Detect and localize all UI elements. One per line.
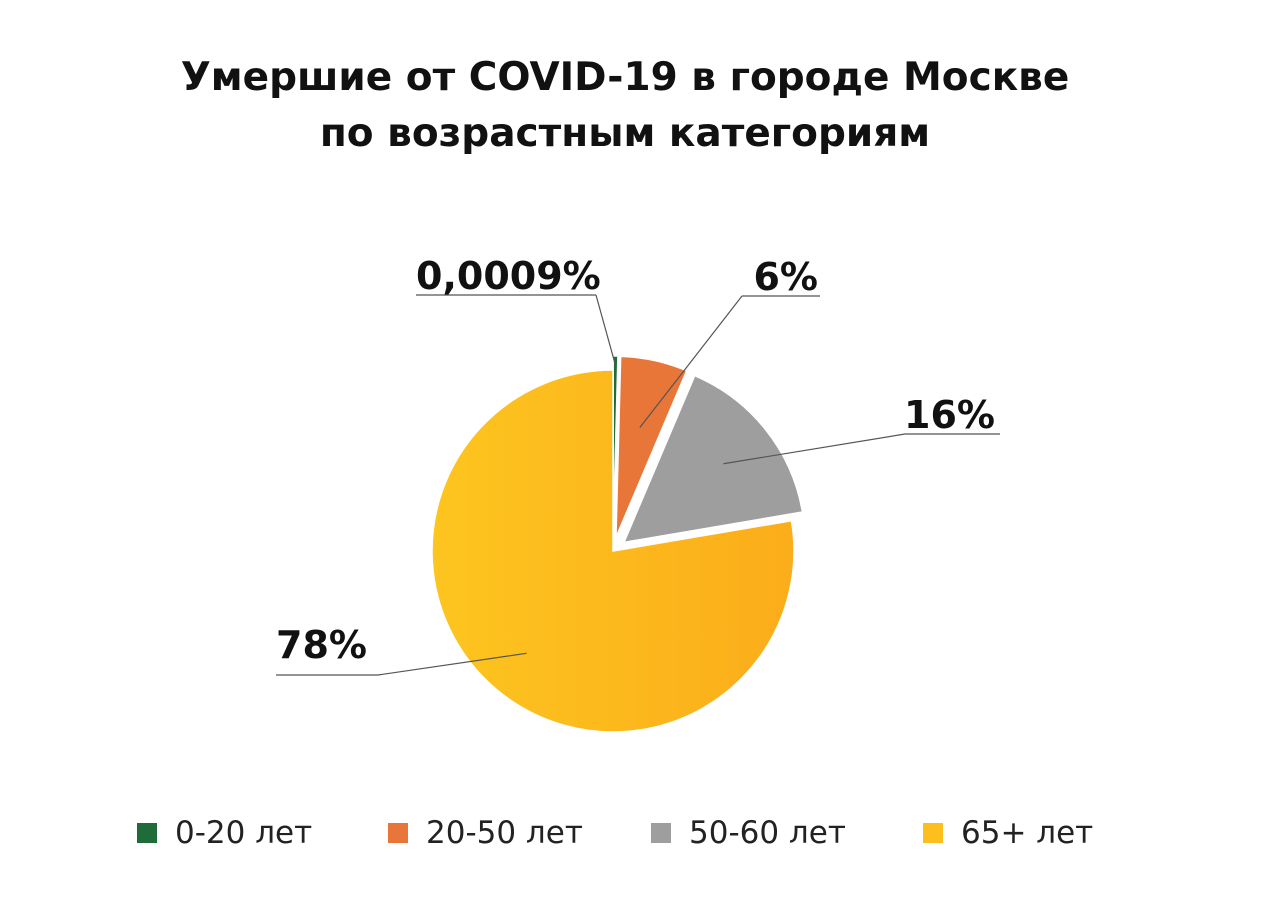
legend-label-0-20: 0-20 лет	[175, 815, 313, 851]
legend-label-50-60: 50-60 лет	[689, 815, 846, 851]
legend-item-50-60: 50-60 лет	[651, 808, 846, 858]
pie-labels: 0,0009% 6% 16% 78%	[276, 254, 1000, 676]
leader-line-50-60-лет	[723, 433, 906, 465]
legend-label-65plus: 65+ лет	[961, 815, 1094, 851]
leader-line-65plus-лет	[377, 652, 527, 676]
legend-swatch-50-60	[651, 823, 671, 843]
legend-swatch-0-20	[137, 823, 157, 843]
slice-label-50-60-лет: 16%	[904, 393, 995, 437]
legend-item-20-50: 20-50 лет	[388, 808, 583, 858]
slice-label-20-50-лет: 6%	[753, 255, 818, 299]
slice-label-65plus-лет: 78%	[276, 623, 367, 667]
pie-slice-20-50-лет	[615, 355, 688, 538]
chart-title-line-2: по возрастным категориям	[319, 111, 931, 156]
pie-slice-65plus-лет	[431, 369, 795, 733]
leader-line-0-20-лет	[595, 294, 617, 366]
legend-swatch-20-50	[388, 823, 408, 843]
leader-line-20-50-лет	[639, 295, 743, 429]
legend-label-20-50: 20-50 лет	[426, 815, 583, 851]
legend: 0-20 лет 20-50 лет 50-60 лет 65+ лет	[0, 808, 1280, 858]
chart-title: Умершие от COVID-19 в городе Москве по в…	[0, 50, 1250, 162]
slice-label-0-20-лет: 0,0009%	[416, 254, 601, 298]
chart-title-line-1: Умершие от COVID-19 в городе Москве	[180, 55, 1070, 100]
legend-item-0-20: 0-20 лет	[137, 808, 312, 858]
pie-slice-50-60-лет	[622, 374, 804, 544]
pie-slices	[431, 355, 804, 733]
legend-swatch-65plus	[923, 823, 943, 843]
legend-item-65plus: 65+ лет	[923, 808, 1093, 858]
